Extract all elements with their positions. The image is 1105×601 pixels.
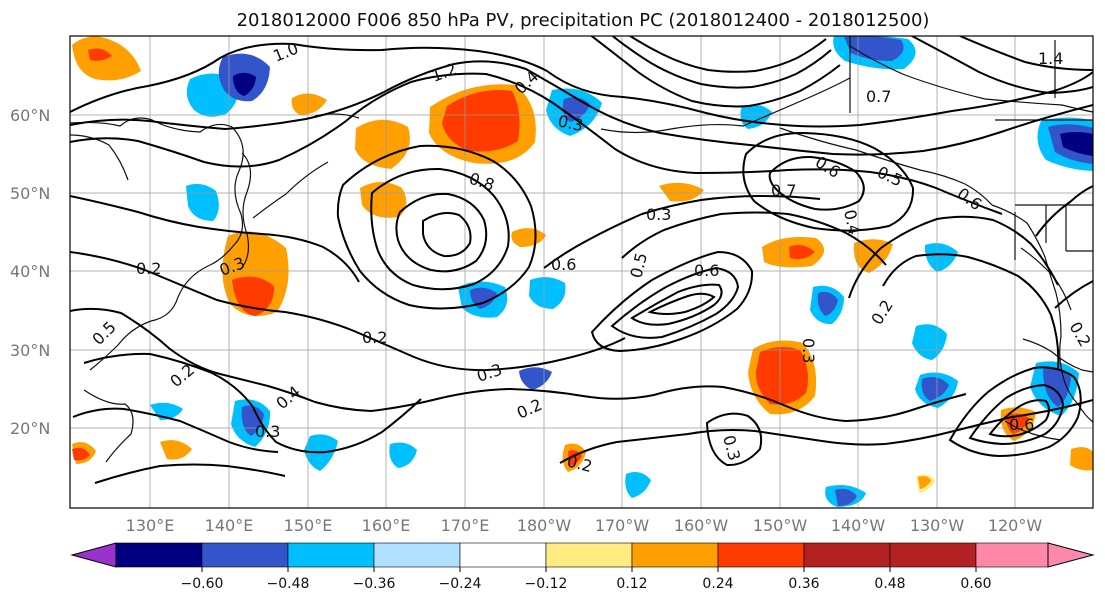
lon-label: 120°W — [988, 516, 1043, 535]
colorbar-swatch — [201, 542, 289, 568]
contour-label: 1.4 — [1038, 49, 1063, 68]
precip-shade — [389, 442, 417, 468]
precip-shade — [835, 488, 857, 506]
precip-shade — [918, 476, 931, 489]
colorbar-swatch — [975, 542, 1049, 568]
colorbar-tick-label: 0.24 — [702, 576, 733, 592]
colorbar-tick-label: 0.48 — [874, 576, 905, 592]
precip-shade — [249, 245, 280, 264]
colorbar-tick-label: −0.48 — [267, 576, 310, 592]
colorbar: −0.60 −0.48 −0.36 −0.24 −0.12 0.12 0.24 … — [70, 542, 1095, 592]
precip-shade — [1070, 447, 1093, 471]
colorbar-swatch — [631, 542, 719, 568]
precip-shade — [844, 36, 904, 61]
colorbar-tick-label: −0.36 — [353, 576, 396, 592]
contour-label: 0.3 — [646, 205, 671, 224]
precip-shade — [233, 72, 256, 96]
precip-shade — [924, 243, 958, 272]
colorbar-swatch — [889, 542, 977, 568]
lon-label: 170°W — [595, 516, 650, 535]
lon-label: 140°E — [205, 516, 254, 535]
lon-label: 130°W — [910, 516, 965, 535]
contour-label: 0.6 — [694, 261, 719, 280]
colorbar-tick-label: 0.60 — [960, 576, 991, 592]
colorbar-swatch — [717, 542, 805, 568]
lon-label: 180°W — [517, 516, 572, 535]
lat-label-40n: 40°N — [10, 262, 50, 281]
colorbar-swatch — [373, 542, 461, 568]
lat-label-60n: 60°N — [10, 106, 50, 125]
contour-label: 0.2 — [136, 259, 161, 278]
precip-shade — [755, 346, 808, 405]
colorbar-swatch — [545, 542, 633, 568]
colorbar-tick-label: −0.60 — [181, 576, 224, 592]
colorbar-swatch — [459, 542, 547, 568]
precip-shade — [1060, 132, 1093, 156]
contour-label: 0.4 — [840, 208, 864, 237]
colorbar-swatch — [803, 542, 891, 568]
longitude-labels: 130°E 140°E 150°E 160°E 170°E 180°W 170°… — [126, 516, 1043, 535]
precip-shade — [789, 244, 815, 260]
contour-label: 0.7 — [866, 87, 891, 106]
figure-title: 2018012000 F006 850 hPa PV, precipitatio… — [237, 10, 930, 31]
latitude-labels: 60°N 50°N 40°N 30°N 20°N — [10, 106, 50, 438]
precip-shade — [72, 447, 90, 461]
map-border — [69, 35, 1094, 509]
colorbar-tick-label: 0.36 — [788, 576, 819, 592]
lon-label: 160°E — [362, 516, 411, 535]
precip-shade — [442, 90, 520, 152]
precip-shade — [625, 472, 651, 498]
precip-shade — [659, 182, 704, 202]
precip-shade — [511, 228, 546, 247]
precip-shade — [1043, 368, 1071, 407]
colorbar-ticks — [201, 567, 977, 572]
colorbar-tick-label: −0.24 — [439, 576, 482, 592]
precip-shade — [88, 48, 112, 61]
lon-label: 170°E — [441, 516, 490, 535]
colorbar-left-extension — [70, 542, 117, 568]
colorbar-tick-label: −0.12 — [525, 576, 568, 592]
precip-shade — [529, 277, 566, 309]
precip-shade — [1006, 413, 1029, 434]
contour-label: 0.3 — [556, 111, 585, 135]
lon-label: 150°E — [284, 516, 333, 535]
contour-label: 0.7 — [771, 181, 796, 200]
contour-label: 0.2 — [362, 328, 387, 347]
contour-label: 0.6 — [1009, 415, 1034, 434]
contour-label: 0.3 — [255, 422, 280, 441]
colorbar-swatch — [115, 542, 203, 568]
lat-label-30n: 30°N — [10, 341, 50, 360]
lon-label: 140°W — [831, 516, 886, 535]
precip-shade — [160, 440, 192, 460]
lat-label-50n: 50°N — [10, 184, 50, 203]
precipitation-shading — [72, 36, 1093, 507]
colorbar-tick-label: 0.12 — [616, 576, 647, 592]
precip-shade — [921, 377, 949, 401]
colorbar-swatch — [287, 542, 375, 568]
precip-shade — [817, 291, 838, 316]
contour-label: 0.3 — [799, 338, 818, 363]
precip-shade — [912, 324, 947, 360]
lon-label: 150°W — [753, 516, 808, 535]
precip-shade — [355, 119, 410, 169]
lon-label: 130°E — [126, 516, 175, 535]
contour-label: 0.6 — [551, 255, 576, 274]
lon-label: 160°W — [674, 516, 729, 535]
precip-shade — [291, 93, 327, 115]
pv-contours — [70, 36, 1093, 484]
lat-label-20n: 20°N — [10, 419, 50, 438]
colorbar-right-extension — [1047, 542, 1095, 568]
